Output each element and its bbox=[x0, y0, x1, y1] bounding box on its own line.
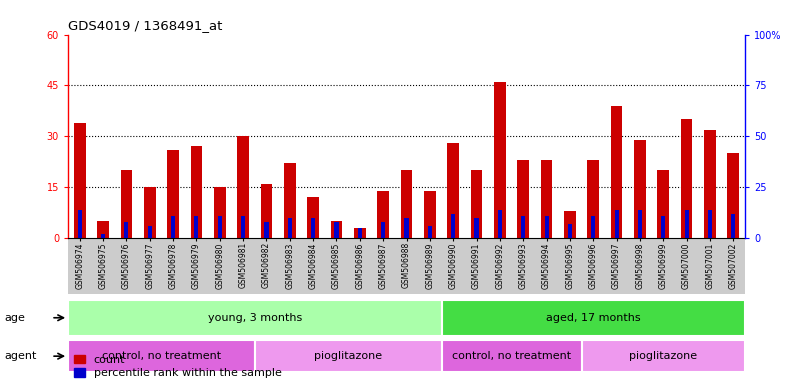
Bar bbox=[68, 300, 441, 336]
Bar bbox=[264, 222, 268, 238]
Bar bbox=[587, 160, 599, 238]
Bar bbox=[634, 140, 646, 238]
Bar bbox=[568, 224, 572, 238]
Bar bbox=[354, 228, 366, 238]
Bar bbox=[214, 187, 226, 238]
Bar bbox=[167, 150, 179, 238]
Bar bbox=[681, 119, 692, 238]
Bar bbox=[121, 170, 132, 238]
Bar bbox=[441, 340, 582, 372]
Bar bbox=[311, 218, 315, 238]
Bar bbox=[685, 210, 689, 238]
Bar bbox=[358, 228, 362, 238]
Bar bbox=[582, 340, 745, 372]
Bar bbox=[405, 218, 409, 238]
Bar bbox=[195, 216, 199, 238]
Bar bbox=[658, 170, 669, 238]
Bar bbox=[614, 210, 618, 238]
Bar bbox=[171, 216, 175, 238]
Bar bbox=[494, 82, 505, 238]
Bar bbox=[288, 218, 292, 238]
Bar bbox=[241, 216, 245, 238]
Bar bbox=[255, 340, 441, 372]
Text: control, no treatment: control, no treatment bbox=[102, 351, 221, 361]
Bar bbox=[451, 214, 455, 238]
Bar bbox=[521, 216, 525, 238]
Text: GDS4019 / 1368491_at: GDS4019 / 1368491_at bbox=[68, 19, 223, 32]
Bar bbox=[237, 136, 249, 238]
Text: age: age bbox=[4, 313, 25, 323]
Bar bbox=[610, 106, 622, 238]
Bar bbox=[377, 190, 389, 238]
Bar bbox=[471, 170, 482, 238]
Bar bbox=[564, 211, 576, 238]
Bar bbox=[400, 170, 413, 238]
Bar bbox=[428, 226, 432, 238]
Bar bbox=[545, 216, 549, 238]
Bar bbox=[441, 300, 745, 336]
Bar bbox=[78, 210, 82, 238]
Bar bbox=[335, 222, 339, 238]
Text: agent: agent bbox=[4, 351, 36, 361]
Text: pioglitazone: pioglitazone bbox=[629, 351, 698, 361]
Bar bbox=[424, 190, 436, 238]
Bar bbox=[97, 221, 109, 238]
Bar bbox=[474, 218, 478, 238]
Bar bbox=[144, 187, 155, 238]
Bar bbox=[591, 216, 595, 238]
Bar bbox=[308, 197, 319, 238]
Legend: count, percentile rank within the sample: count, percentile rank within the sample bbox=[74, 355, 281, 379]
Text: control, no treatment: control, no treatment bbox=[452, 351, 571, 361]
Bar bbox=[517, 160, 529, 238]
Bar bbox=[708, 210, 712, 238]
Bar bbox=[498, 210, 502, 238]
Bar bbox=[124, 222, 128, 238]
Bar bbox=[74, 123, 86, 238]
Bar bbox=[541, 160, 553, 238]
Bar bbox=[260, 184, 272, 238]
Bar bbox=[661, 216, 666, 238]
Bar bbox=[704, 129, 716, 238]
Bar bbox=[284, 164, 296, 238]
Bar bbox=[638, 210, 642, 238]
Text: aged, 17 months: aged, 17 months bbox=[546, 313, 641, 323]
Bar bbox=[218, 216, 222, 238]
Bar bbox=[101, 234, 105, 238]
Bar bbox=[727, 153, 739, 238]
Bar bbox=[731, 214, 735, 238]
Bar bbox=[331, 221, 342, 238]
Bar bbox=[68, 340, 255, 372]
Bar bbox=[191, 147, 203, 238]
Text: pioglitazone: pioglitazone bbox=[314, 351, 382, 361]
Bar bbox=[147, 226, 152, 238]
Bar bbox=[447, 143, 459, 238]
Bar bbox=[381, 222, 385, 238]
Text: young, 3 months: young, 3 months bbox=[207, 313, 302, 323]
